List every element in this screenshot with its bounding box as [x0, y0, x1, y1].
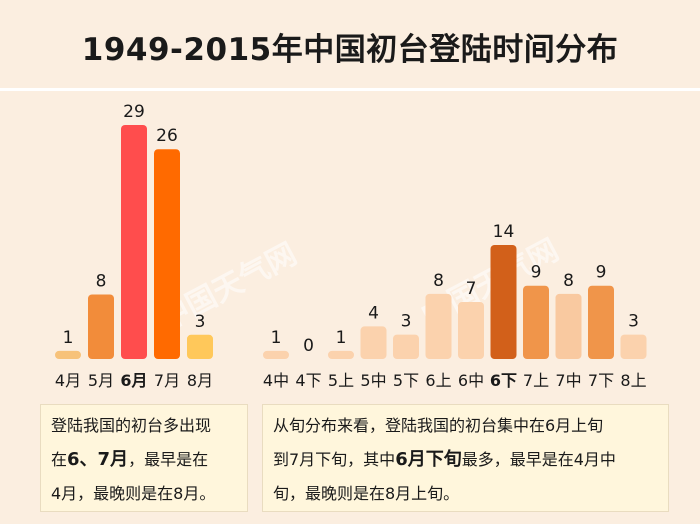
dekad-value-label: 9: [596, 263, 607, 283]
dekad-value-label: 8: [433, 271, 444, 291]
note-dekad: 从旬分布来看，登陆我国的初台集中在6月上旬 到7月下旬，其中6月下旬最多，最早是…: [262, 404, 669, 512]
note-monthly-line3: 4月，最晚则是在8月。: [51, 484, 216, 503]
dekad-category-label: 4下: [295, 371, 321, 390]
dekad-value-label: 9: [531, 263, 542, 283]
dekad-category-label: 5中: [360, 371, 386, 390]
month-category-label: 4月: [55, 371, 81, 390]
dekad-category-label: 6上: [425, 371, 451, 390]
month-value-label: 29: [123, 102, 145, 122]
dekad-category-label: 5上: [328, 371, 354, 390]
note-dekad-line3: 旬，最晚则是在8月上旬。: [273, 484, 460, 503]
dekad-category-label: 4中: [263, 371, 289, 390]
month-category-label: 5月: [88, 371, 114, 390]
dekad-value-label: 3: [401, 312, 412, 332]
note-monthly: 登陆我国的初台多出现 在6、7月，最早是在 4月，最晚则是在8月。: [40, 404, 248, 512]
dekad-value-label: 14: [493, 222, 515, 242]
dekad-bar: [588, 285, 614, 359]
dekad-bar: [555, 293, 582, 359]
chart-title: 1949-2015年中国初台登陆时间分布: [81, 32, 619, 68]
month-bar: [121, 125, 147, 359]
dekad-category-label: 6中: [458, 371, 484, 390]
month-value-label: 3: [195, 312, 206, 332]
dekad-bar: [523, 285, 549, 359]
dekad-bar: [620, 334, 647, 359]
title-divider: [0, 88, 700, 91]
dekad-value-label: 1: [336, 328, 347, 348]
month-value-label: 1: [63, 328, 74, 348]
dekad-bar: [393, 334, 419, 359]
dekad-value-label: 7: [466, 279, 477, 299]
dekad-value-label: 8: [563, 271, 574, 291]
dekad-value-label: 4: [368, 303, 379, 323]
dekad-bar: [458, 302, 484, 359]
dekad-value-label: 1: [271, 328, 282, 348]
month-category-label: 6月: [120, 371, 147, 390]
monthly-bar-chart: 1 4月 8 5月 29 6月 26 7月 3 8月: [55, 102, 213, 390]
month-category-label: 8月: [187, 371, 213, 390]
dekad-bar: [263, 350, 289, 359]
note-monthly-line2: 在6、7月，最早是在: [51, 449, 209, 470]
dekad-bar: [490, 245, 517, 359]
month-category-label: 7月: [154, 371, 180, 390]
month-bar: [154, 149, 180, 359]
dekad-bar: [360, 326, 387, 359]
month-bar: [187, 334, 213, 359]
month-bar: [55, 350, 81, 359]
note-dekad-line1: 从旬分布来看，登陆我国的初台集中在6月上旬: [273, 416, 604, 435]
month-bar: [88, 294, 114, 359]
dekad-category-label: 7下: [588, 371, 614, 390]
month-value-label: 26: [156, 126, 178, 146]
dekad-category-label: 6下: [490, 371, 517, 390]
dekad-category-label: 8上: [620, 371, 646, 390]
dekad-category-label: 5下: [393, 371, 419, 390]
dekad-bar: [328, 350, 354, 359]
dekad-value-label: 0: [303, 336, 314, 356]
month-value-label: 8: [96, 271, 107, 291]
dekad-value-label: 3: [628, 312, 639, 332]
dekad-bar-chart: 1 4中 0 4下 1 5上 4 5中 3 5下 8 6上 7 6中 14 6下 9 7上 8 7中 9 7下 3 8上: [263, 222, 647, 390]
note-dekad-line2: 到7月下旬，其中6月下旬最多，最早是在4月中: [273, 449, 616, 470]
dekad-category-label: 7上: [523, 371, 549, 390]
note-monthly-line1: 登陆我国的初台多出现: [51, 416, 212, 435]
dekad-category-label: 7中: [555, 371, 581, 390]
dekad-bar: [425, 293, 452, 359]
